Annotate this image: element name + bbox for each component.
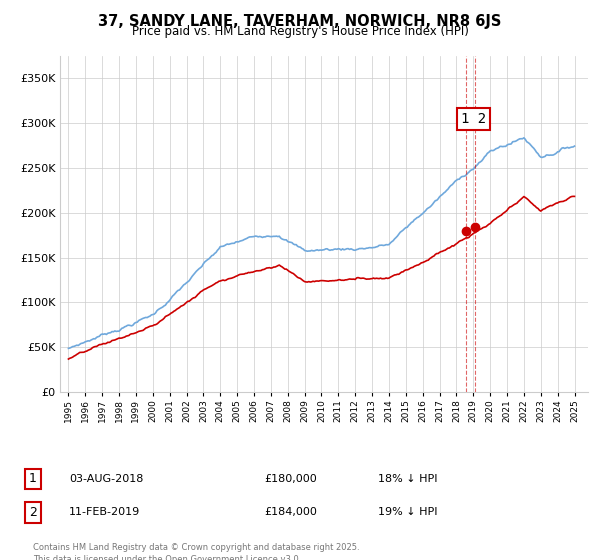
Text: 18% ↓ HPI: 18% ↓ HPI [378, 474, 437, 484]
Text: 19% ↓ HPI: 19% ↓ HPI [378, 507, 437, 517]
Text: Contains HM Land Registry data © Crown copyright and database right 2025.
This d: Contains HM Land Registry data © Crown c… [33, 543, 359, 560]
Text: 1: 1 [29, 472, 37, 486]
Text: 1 2: 1 2 [461, 112, 486, 126]
Text: 37, SANDY LANE, TAVERHAM, NORWICH, NR8 6JS: 37, SANDY LANE, TAVERHAM, NORWICH, NR8 6… [98, 14, 502, 29]
Text: 11-FEB-2019: 11-FEB-2019 [69, 507, 140, 517]
Text: 2: 2 [29, 506, 37, 519]
Text: 03-AUG-2018: 03-AUG-2018 [69, 474, 143, 484]
Text: £184,000: £184,000 [264, 507, 317, 517]
Text: Price paid vs. HM Land Registry's House Price Index (HPI): Price paid vs. HM Land Registry's House … [131, 25, 469, 38]
Text: £180,000: £180,000 [264, 474, 317, 484]
